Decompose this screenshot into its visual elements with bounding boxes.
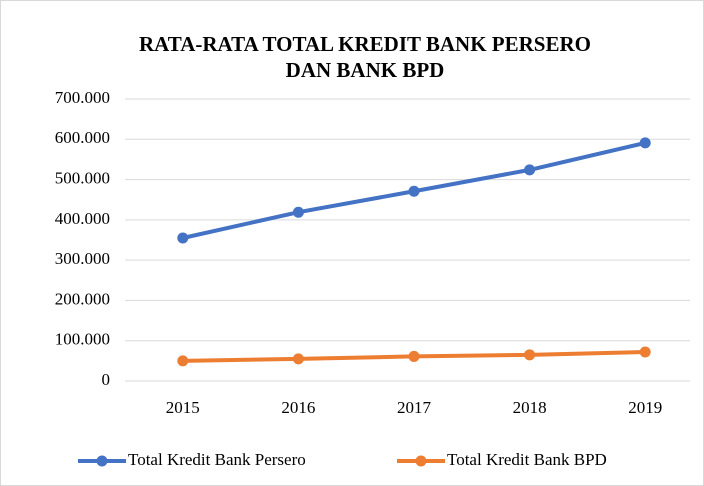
data-point <box>524 164 536 176</box>
x-tick-label: 2017 <box>397 398 432 417</box>
legend-marker <box>96 455 108 467</box>
y-tick-label: 0 <box>102 370 111 389</box>
y-tick-label: 600.000 <box>55 128 110 147</box>
data-point <box>639 346 651 358</box>
data-point <box>292 353 304 365</box>
legend-label: Total Kredit Bank Persero <box>128 450 306 469</box>
y-tick-label: 400.000 <box>55 209 110 228</box>
data-point <box>639 137 651 149</box>
x-tick-label: 2015 <box>166 398 200 417</box>
chart-title: DAN BANK BPD <box>286 58 445 82</box>
x-tick-label: 2018 <box>513 398 547 417</box>
data-point <box>177 355 189 367</box>
legend-marker <box>415 455 427 467</box>
legend-label: Total Kredit Bank BPD <box>447 450 607 469</box>
y-tick-label: 500.000 <box>55 168 110 187</box>
y-tick-label: 100.000 <box>55 330 110 349</box>
data-point <box>408 350 420 362</box>
x-tick-label: 2016 <box>281 398 315 417</box>
chart-title: RATA-RATA TOTAL KREDIT BANK PERSERO <box>139 32 591 56</box>
data-point <box>524 349 536 361</box>
data-point <box>408 185 420 197</box>
y-tick-label: 300.000 <box>55 249 110 268</box>
data-point <box>177 232 189 244</box>
y-tick-label: 200.000 <box>55 289 110 308</box>
y-tick-label: 700.000 <box>55 88 110 107</box>
x-tick-label: 2019 <box>628 398 662 417</box>
data-point <box>292 206 304 218</box>
